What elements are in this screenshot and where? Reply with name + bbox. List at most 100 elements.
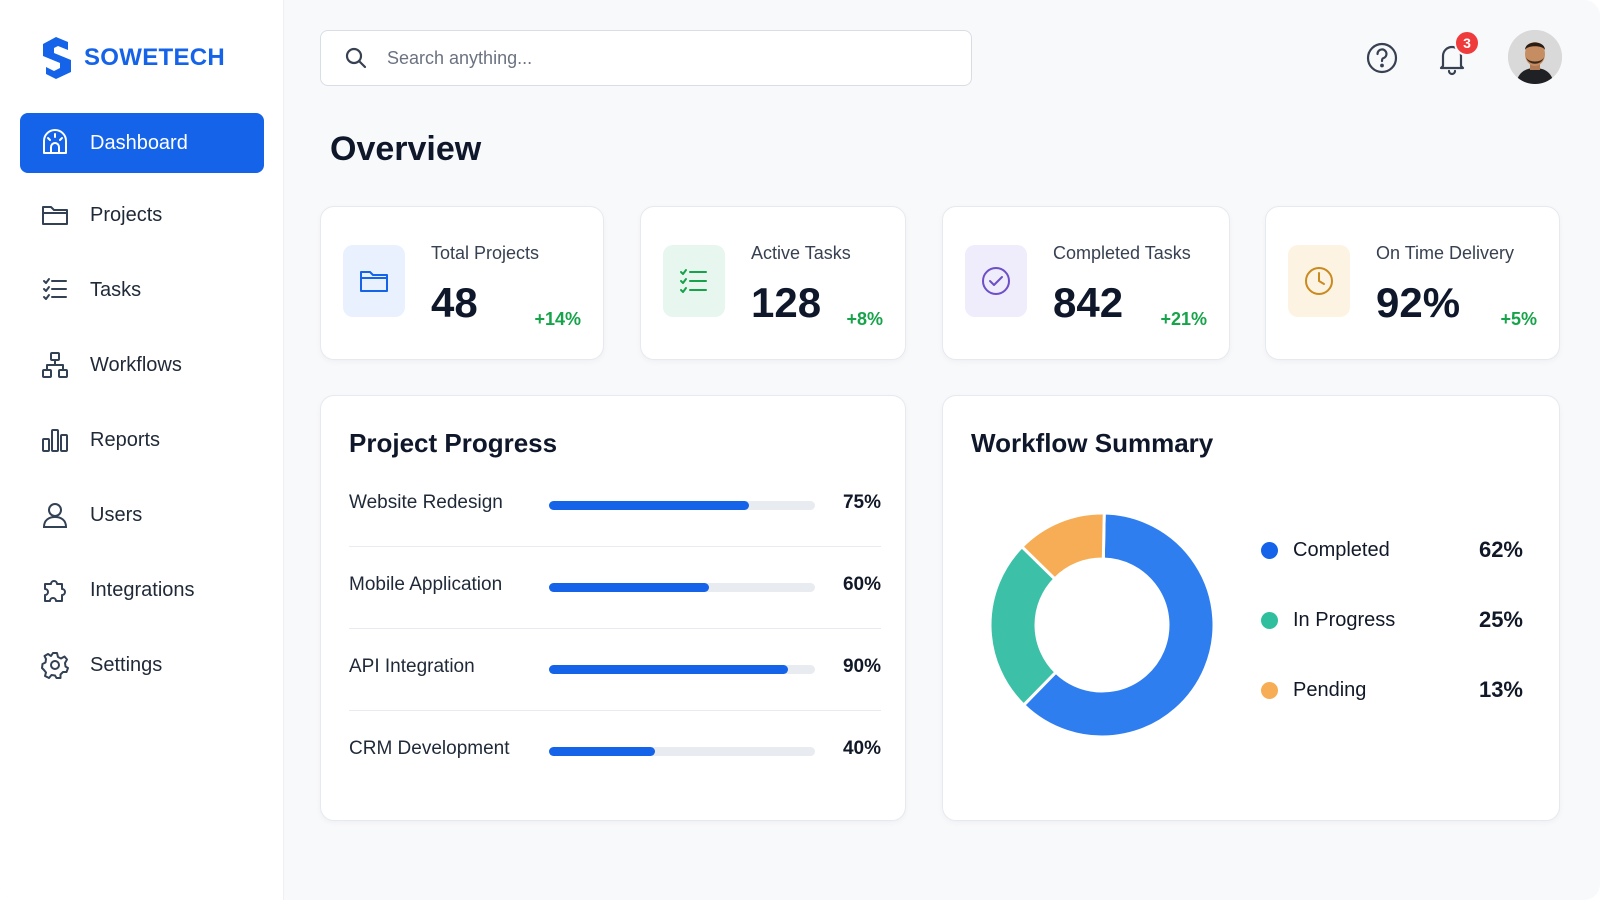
project-name: Website Redesign <box>349 492 503 513</box>
dashboard-icon <box>43 129 67 154</box>
card-title: Project Progress <box>349 428 558 458</box>
stat-card-completed-tasks[interactable]: Completed Tasks 842 +21% <box>942 206 1230 360</box>
legend-item-pending[interactable]: Pending 13% <box>1261 674 1523 706</box>
sidebar-item-users[interactable]: Users <box>20 485 264 545</box>
sidebar-item-label: Settings <box>90 654 163 676</box>
avatar-image <box>1508 30 1562 84</box>
progress-row-mobile-application[interactable]: Mobile Application 60% <box>349 566 881 606</box>
progress-fill <box>549 501 749 510</box>
progress-percent: 90% <box>842 656 881 677</box>
stat-icon-box <box>1288 245 1350 317</box>
check-circle-icon <box>982 267 1010 295</box>
clock-icon <box>1305 267 1333 295</box>
stat-label: Total Projects <box>431 243 540 263</box>
folder-icon <box>360 271 388 292</box>
project-name: CRM Development <box>349 738 510 759</box>
progress-fill <box>549 665 789 674</box>
stat-card-total-projects[interactable]: Total Projects 48 +14% <box>320 206 604 360</box>
stat-delta: +14% <box>534 309 581 329</box>
stat-icon-box <box>965 245 1027 317</box>
sidebar-item-label: Reports <box>90 429 161 451</box>
progress-row-crm-development[interactable]: CRM Development 40% <box>349 730 881 770</box>
legend-value: 13% <box>1478 677 1523 702</box>
sidebar-item-label: Users <box>90 504 143 526</box>
donut-slice-pending[interactable] <box>1019 511 1106 581</box>
avatar[interactable] <box>1508 30 1562 84</box>
sidebar-item-settings[interactable]: Settings <box>20 635 264 695</box>
stat-label: On Time Delivery <box>1376 243 1515 263</box>
legend-item-in-progress[interactable]: In Progress 25% <box>1261 604 1523 636</box>
progress-track <box>549 583 815 592</box>
brand-name: SOWETECH <box>84 44 226 71</box>
stat-delta: +8% <box>846 309 883 329</box>
progress-fill <box>549 583 709 592</box>
progress-track <box>549 747 815 756</box>
donut-chart <box>989 511 1215 739</box>
sidebar-item-label: Dashboard <box>90 132 188 154</box>
progress-percent: 60% <box>842 574 881 595</box>
stat-icon-box <box>663 245 725 317</box>
sidebar-item-reports[interactable]: Reports <box>20 410 264 470</box>
progress-fill <box>549 747 656 756</box>
sidebar-item-workflows[interactable]: Workflows <box>20 335 264 395</box>
user-icon <box>42 503 68 528</box>
stat-delta: +5% <box>1500 309 1537 329</box>
progress-row-api-integration[interactable]: API Integration 90% <box>349 648 881 688</box>
search-input[interactable] <box>387 47 927 69</box>
legend-item-completed[interactable]: Completed 62% <box>1261 534 1523 566</box>
brand-logo[interactable]: SOWETECH <box>40 36 225 80</box>
page-title: Overview <box>330 130 482 168</box>
card-title: Workflow Summary <box>971 428 1214 458</box>
folder-icon <box>42 206 68 225</box>
stat-card-on-time-delivery[interactable]: On Time Delivery 92% +5% <box>1265 206 1560 360</box>
sidebar-nav: Dashboard Projects Tasks Workflows <box>20 113 264 710</box>
stat-label: Active Tasks <box>751 243 851 263</box>
sidebar-item-dashboard[interactable]: Dashboard <box>20 113 264 173</box>
legend-value: 25% <box>1478 607 1523 632</box>
sidebar-item-label: Projects <box>90 204 163 226</box>
stat-value: 128 <box>751 279 822 326</box>
divider <box>349 710 881 711</box>
project-progress-card: Project Progress Website Redesign 75% Mo… <box>320 395 906 821</box>
legend-value: 62% <box>1478 537 1523 562</box>
legend-dot <box>1261 542 1278 559</box>
notification-badge: 3 <box>1454 30 1480 56</box>
legend-label: Pending <box>1293 679 1367 701</box>
sidebar-item-label: Workflows <box>90 354 182 376</box>
stat-icon-box <box>343 245 405 317</box>
progress-row-website-redesign[interactable]: Website Redesign 75% <box>349 484 881 524</box>
stat-value: 92% <box>1376 279 1461 326</box>
logo-mark-icon <box>43 37 71 79</box>
legend-label: Completed <box>1293 539 1390 561</box>
search-icon <box>345 47 367 69</box>
divider <box>349 628 881 629</box>
sidebar-item-label: Integrations <box>90 579 195 601</box>
legend-label: In Progress <box>1293 609 1396 631</box>
checklist-icon <box>680 269 707 293</box>
stat-card-active-tasks[interactable]: Active Tasks 128 +8% <box>640 206 906 360</box>
sidebar-item-tasks[interactable]: Tasks <box>20 260 264 320</box>
progress-track <box>549 665 815 674</box>
project-name: API Integration <box>349 656 475 677</box>
project-name: Mobile Application <box>349 574 503 595</box>
search-bar[interactable] <box>320 30 972 86</box>
workflow-summary-card: Workflow Summary Completed 62% In Progre… <box>942 395 1560 821</box>
divider <box>349 546 881 547</box>
sidebar-item-projects[interactable]: Projects <box>20 185 264 245</box>
gear-icon <box>41 652 69 679</box>
sidebar-item-integrations[interactable]: Integrations <box>20 560 264 620</box>
stat-value: 48 <box>431 279 478 326</box>
donut-slice-completed[interactable] <box>1021 511 1215 739</box>
stat-label: Completed Tasks <box>1053 243 1191 263</box>
legend-dot <box>1261 682 1278 699</box>
stat-delta: +21% <box>1160 309 1207 329</box>
legend-dot <box>1261 612 1278 629</box>
puzzle-icon <box>44 580 66 602</box>
help-icon[interactable] <box>1364 40 1400 76</box>
stat-value: 842 <box>1053 279 1124 326</box>
checklist-icon <box>43 278 67 300</box>
workflow-icon <box>42 352 68 378</box>
sidebar-item-label: Tasks <box>90 279 142 301</box>
progress-track <box>549 501 815 510</box>
